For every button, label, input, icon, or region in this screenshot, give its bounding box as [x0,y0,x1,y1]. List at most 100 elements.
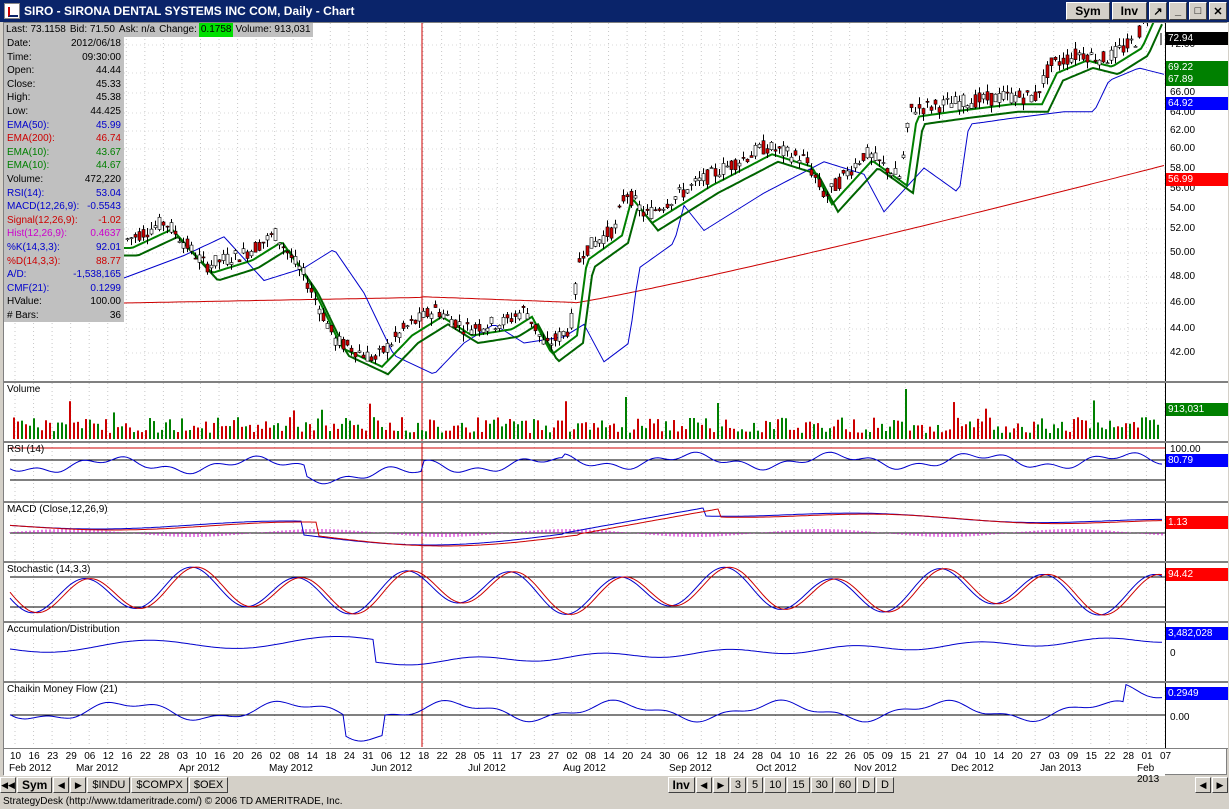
symbol-tab-indu[interactable]: $INDU [87,777,131,793]
first-icon[interactable]: ◀◀ [0,777,16,793]
info-row: EMA(200): 46.74 [4,132,124,146]
period-tab-15[interactable]: 15 [787,777,810,793]
detach-icon[interactable]: ↗ [1149,2,1167,20]
scroll-right-icon[interactable]: ▶ [1212,777,1228,793]
date-tick: 15 [900,751,912,762]
prev-symbol-icon[interactable]: ◀ [53,777,70,793]
candle-body [673,196,678,200]
next-period-icon[interactable]: ▶ [712,777,729,793]
candle-body [705,169,710,185]
candle-body [693,178,698,182]
candle-body [657,208,662,211]
candle-body [365,351,370,362]
candle-body [1121,45,1126,53]
stochastic-panel[interactable]: Stochastic (14,3,3) 94.42 [4,563,1228,623]
info-label: EMA(10): [7,146,50,158]
date-tick: 09 [881,751,893,762]
candle-body [453,319,458,329]
price-tick: 62.00 [1170,125,1196,136]
macd-panel[interactable]: MACD (Close,12,26,9) 1.13 [4,503,1228,563]
ad-panel[interactable]: Accumulation/Distribution 3,482,028 0 [4,623,1228,683]
candle-body [1025,90,1030,93]
period-tab-5[interactable]: 5 [746,777,764,793]
cmf-panel[interactable]: Chaikin Money Flow (21) 0.2949 0.00 [4,683,1228,749]
candle-body [757,143,762,148]
candle-body [601,235,606,244]
price-tag: 72.94 [1166,32,1228,45]
prev-period-icon[interactable]: ◀ [695,777,712,793]
inv-button[interactable]: Inv [1111,2,1147,20]
sym-button[interactable]: Sym [1066,2,1110,20]
maximize-icon[interactable]: □ [1189,2,1207,20]
candle-body [561,330,566,336]
rsi-panel[interactable]: RSI (14) 100.00 80.79 [4,443,1228,503]
status-bar: StrategyDesk (http://www.tdameritrade.co… [3,796,343,807]
candle-body [313,298,318,301]
info-row: # Bars: 36 [4,309,124,323]
candle-body [605,226,610,237]
candle-body [965,105,970,109]
period-tab-3[interactable]: 3 [729,777,746,793]
scroll-left-icon[interactable]: ◀ [1195,777,1211,793]
date-tick: 12 [102,751,114,762]
candle-body [821,190,826,197]
period-tab-30[interactable]: 30 [810,777,833,793]
symbol-tab-compx[interactable]: $COMPX [131,777,188,793]
volume-panel[interactable]: Volume 913,031 [4,383,1228,443]
info-label: Volume: [7,173,44,185]
candle-body [869,153,874,158]
candle-body [517,312,522,320]
info-value: 45.99 [95,119,121,131]
date-tick: 14 [993,751,1005,762]
candle-body [1085,54,1090,63]
candle-body [285,251,290,254]
inv-tab[interactable]: Inv [667,777,695,793]
candle-body [189,244,194,252]
candle-body [141,229,146,238]
period-tab-60[interactable]: 60 [833,777,857,793]
candle-body [133,234,138,238]
price-tick: 52.00 [1170,223,1196,234]
date-tick: 05 [473,751,485,762]
chart-app-icon [4,3,20,19]
next-symbol-icon[interactable]: ▶ [70,777,87,793]
candle-body [1113,46,1118,58]
date-tick: 22 [436,751,448,762]
period-tab-10[interactable]: 10 [764,777,787,793]
close-icon[interactable]: ✕ [1209,2,1227,20]
info-value: -1,538,165 [73,269,121,281]
month-label: Jun 2012 [371,763,413,774]
sym-tab[interactable]: Sym [17,777,53,793]
info-value: -1.02 [98,214,121,226]
candle-body [173,230,178,235]
date-tick: 02 [566,751,578,762]
candle-body [1045,64,1050,78]
price-panel[interactable]: 72.0070.0066.0064.0062.0060.0058.0056.00… [4,23,1228,383]
chart-area[interactable]: 72.0070.0066.0064.0062.0060.0058.0056.00… [3,22,1228,785]
period-tab-daily[interactable]: D [857,777,876,793]
candle-body [1061,57,1066,65]
candle-body [993,93,998,103]
candle-body [137,231,142,241]
candle-body [1029,94,1034,103]
candle-body [897,176,902,179]
candle-body [381,346,386,353]
minimize-icon[interactable]: _ [1169,2,1187,20]
candle-body [961,94,966,107]
info-value: 100.00 [90,296,121,308]
macd-line [9,507,1162,546]
candle-body [213,255,218,267]
candle-body [293,256,298,265]
candle-body [609,227,614,239]
period-tab-daily-2[interactable]: D [876,777,894,793]
candle-body [905,122,910,129]
macd-label: MACD (Close,12,26,9) [7,504,108,515]
info-label: Signal(12,26,9): [7,214,78,226]
candle-body [925,101,930,103]
candle-body [725,165,730,168]
candle-body [429,313,434,319]
candle-body [369,356,374,361]
symbol-tab-oex[interactable]: $OEX [188,777,229,793]
info-row: High: 45.38 [4,91,124,105]
candle-body [1013,95,1018,103]
